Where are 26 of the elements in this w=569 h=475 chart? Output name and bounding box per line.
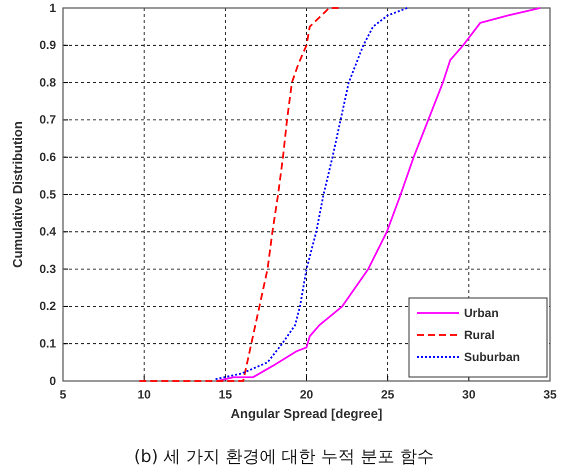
legend-label: Urban xyxy=(464,306,499,320)
y-tick-label: 0.3 xyxy=(39,262,56,276)
y-tick-label: 0.2 xyxy=(39,299,56,314)
y-tick-label: 0.7 xyxy=(39,112,56,127)
y-tick-label: 0.6 xyxy=(39,150,56,164)
y-tick-label: 0 xyxy=(49,374,56,388)
x-tick-label: 15 xyxy=(218,388,232,402)
x-axis-title: Angular Spread [degree] xyxy=(230,406,382,421)
line-series xyxy=(214,7,408,380)
x-tick-label: 10 xyxy=(137,388,152,402)
x-tick-label: 25 xyxy=(380,388,395,402)
y-tick-label: 0.1 xyxy=(39,336,56,351)
x-tick-label: 5 xyxy=(60,388,67,402)
line-series xyxy=(216,7,542,382)
x-tick-label: 35 xyxy=(543,388,557,402)
text: (b) 세 가지 환경에 대한 누적 분포 함수 xyxy=(134,447,434,467)
legend-label: Rural xyxy=(464,328,495,342)
y-tick-label: 0.5 xyxy=(39,187,56,202)
legend-label: Suburban xyxy=(464,350,520,364)
y-tick-label: 0.9 xyxy=(39,38,56,52)
y-axis-title: Cumulative Distribution xyxy=(10,121,25,268)
y-tick-label: 0.8 xyxy=(39,75,56,90)
x-tick-label: 20 xyxy=(300,388,314,402)
x-tick-label: 30 xyxy=(462,388,476,402)
y-tick-label: 1 xyxy=(49,0,56,15)
y-tick-label: 0.4 xyxy=(39,224,56,239)
